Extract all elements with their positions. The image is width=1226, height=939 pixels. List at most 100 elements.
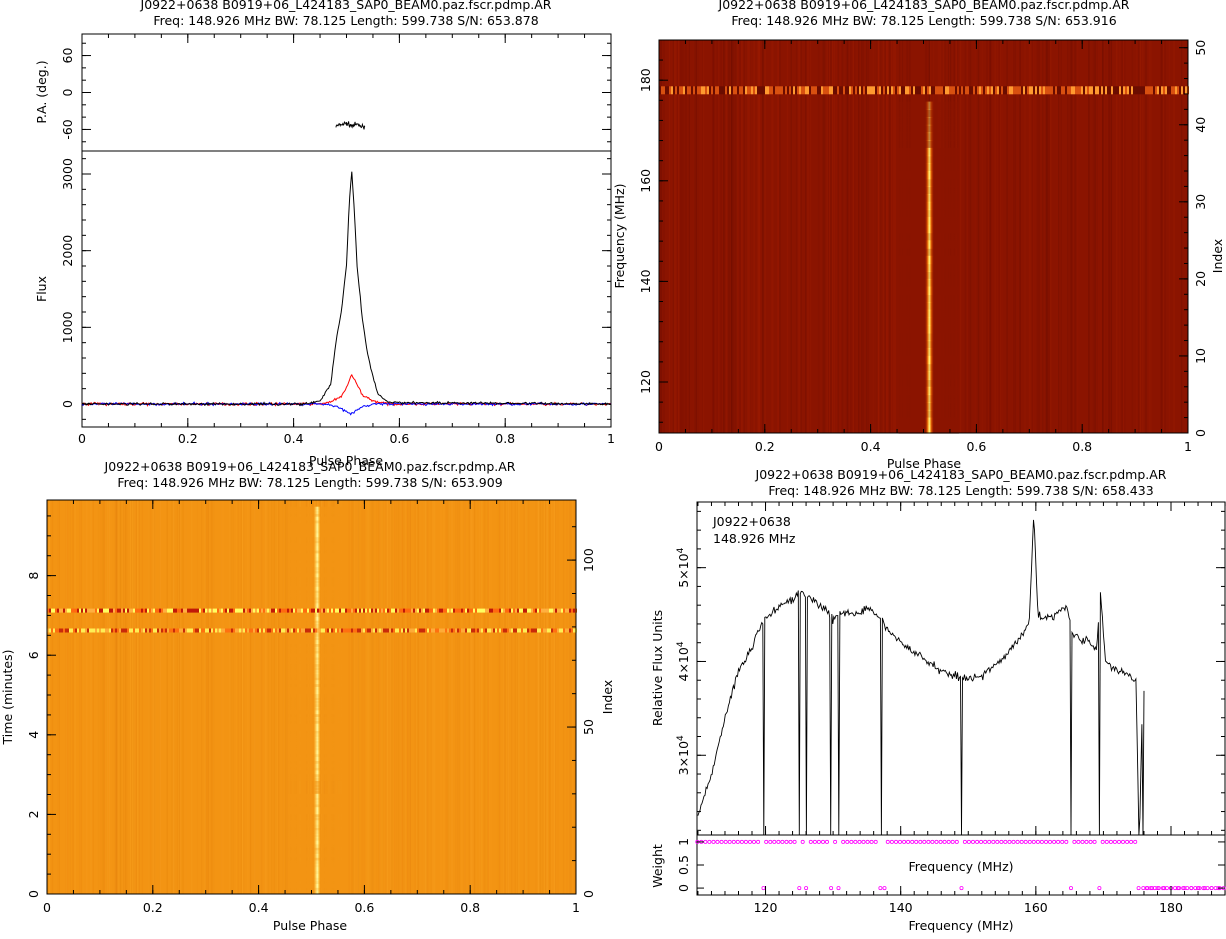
- time-phase-noise-column: [278, 500, 280, 894]
- time-phase-pulse-subint: [288, 850, 346, 855]
- time-phase-rfi-cell: [85, 608, 87, 613]
- pa-y-tick-label: 60: [60, 48, 75, 64]
- freq-phase-rfi-cell: [917, 86, 919, 95]
- time-phase-rfi-cell: [291, 628, 293, 633]
- time-phase-pulse-subint: [288, 666, 346, 671]
- time-phase-rfi-cell: [181, 608, 183, 613]
- time-phase-rfi-cell: [143, 608, 145, 613]
- freq-phase-noise-column: [1094, 40, 1096, 433]
- time-phase-noise-column: [381, 500, 383, 894]
- time-phase-rfi-cell: [559, 608, 561, 613]
- time-phase-noise-column: [210, 500, 212, 894]
- time-phase-rfi-cell: [279, 628, 281, 633]
- bandpass-x-tick-label: 180: [1159, 900, 1183, 915]
- freq-phase-rfi-cell: [789, 86, 791, 95]
- time-phase-rfi-cell: [431, 628, 433, 633]
- freq-phase-rfi-cell: [671, 86, 673, 95]
- time-phase-noise-column: [92, 500, 94, 894]
- freq-phase-pulse-channel: [898, 294, 959, 303]
- time-phase-rfi-cell: [195, 628, 197, 633]
- time-phase-rfi-cell: [539, 608, 541, 613]
- freq-phase-pulse-channel: [898, 140, 959, 149]
- time-phase-noise-column: [354, 500, 356, 894]
- time-phase-rfi-cell: [483, 628, 485, 633]
- time-phase-noise-column: [507, 500, 509, 894]
- time-phase-rfi-cell: [237, 608, 239, 613]
- freq-phase-pulse-channel: [898, 409, 959, 419]
- time-phase-rfi-cell: [325, 608, 327, 613]
- time-phase-noise-column: [541, 500, 543, 894]
- time-phase-rfi-cell: [391, 608, 393, 613]
- time-phase-rfi-cell: [547, 608, 549, 613]
- time-phase-rfi-cell: [299, 608, 301, 613]
- time-phase-pulse-subint: [288, 733, 346, 738]
- time-phase-rfi-cell: [57, 608, 59, 613]
- time-phase-noise-column: [107, 500, 109, 894]
- time-phase-rfi-cell: [263, 628, 265, 633]
- time-phase-rfi-cell: [61, 608, 63, 613]
- time-phase-noise-column: [102, 500, 104, 894]
- freq-phase-pulse-channel: [898, 201, 959, 211]
- time-phase-rfi-cell: [337, 628, 339, 633]
- time-phase-rfi-cell: [137, 628, 139, 633]
- time-phase-rfi-cell: [551, 628, 553, 633]
- time-phase-rfi-cell: [255, 628, 257, 633]
- time-phase-x-tick-label: 1: [572, 900, 580, 915]
- bandpass-annotation-freq: 148.926 MHz: [713, 531, 796, 546]
- freq-phase-rfi-cell: [1161, 86, 1163, 95]
- weight-one-point: [853, 839, 858, 844]
- time-phase-rfi-cell: [371, 628, 373, 633]
- time-phase-noise-column: [221, 500, 223, 894]
- time-phase-noise-column: [57, 500, 59, 894]
- time-phase-rfi-cell: [411, 628, 413, 633]
- time-phase-rfi-cell: [331, 608, 333, 613]
- freq-phase-rfi-cell: [889, 86, 891, 95]
- freq-phase-rfi-cell: [767, 86, 769, 95]
- time-phase-pulse-subint: [288, 757, 346, 761]
- freq-phase-rfi-cell: [1155, 86, 1157, 95]
- freq-phase-rfi-cell: [989, 86, 991, 95]
- weight-zero-point: [1181, 886, 1186, 891]
- time-phase-rfi-cell: [525, 628, 527, 633]
- time-phase-rfi-cell: [293, 608, 295, 613]
- time-phase-noise-column: [507, 500, 509, 894]
- freq-phase-rfi-cell: [1171, 86, 1173, 95]
- time-phase-noise-column: [426, 500, 428, 894]
- weight-one-point: [962, 839, 967, 844]
- time-phase-noise-column: [397, 500, 400, 894]
- time-phase-pulse-subint: [288, 633, 346, 638]
- time-phase-noise-column: [152, 500, 154, 894]
- freq-phase-noise-column: [880, 40, 882, 433]
- time-phase-rfi-cell: [523, 628, 525, 633]
- freq-phase-rfi-cell: [855, 86, 857, 95]
- freq-phase-noise-column: [1135, 40, 1138, 433]
- time-phase-noise-column: [248, 500, 251, 894]
- freq-phase-rfi-cell: [1097, 86, 1099, 95]
- time-phase-noise-column: [493, 500, 495, 894]
- time-phase-rfi-cell: [339, 628, 341, 633]
- time-phase-rfi-cell: [505, 608, 507, 613]
- time-phase-rfi-cell: [67, 608, 69, 613]
- time-phase-noise-column: [400, 500, 402, 894]
- freq-phase-noise-column: [799, 40, 801, 433]
- freq-phase-noise-column: [1096, 40, 1098, 433]
- time-phase-noise-column: [498, 500, 501, 894]
- freq-phase-rfi-cell: [683, 86, 685, 95]
- weight-one-point: [1056, 839, 1061, 844]
- freq-phase-pulse-channel: [898, 371, 959, 380]
- time-phase-rfi-cell: [111, 608, 113, 613]
- time-phase-rfi-cell: [513, 628, 515, 633]
- time-phase-rfi-cell: [55, 628, 57, 633]
- time-phase-rfi-cell: [225, 628, 227, 633]
- time-phase-noise-column: [275, 500, 277, 894]
- freq-phase-noise-column: [696, 40, 699, 433]
- weight-one-point: [1015, 839, 1020, 844]
- freq-phase-rfi-cell: [941, 86, 943, 95]
- time-phase-noise-column: [538, 500, 540, 894]
- time-phase-rfi-cell: [329, 608, 331, 613]
- freq-phase-noise-column: [1075, 40, 1077, 433]
- freq-phase-noise-column: [1024, 40, 1026, 433]
- freq-phase-rfi-cell: [743, 86, 745, 95]
- time-phase-rfi-cell: [215, 628, 217, 633]
